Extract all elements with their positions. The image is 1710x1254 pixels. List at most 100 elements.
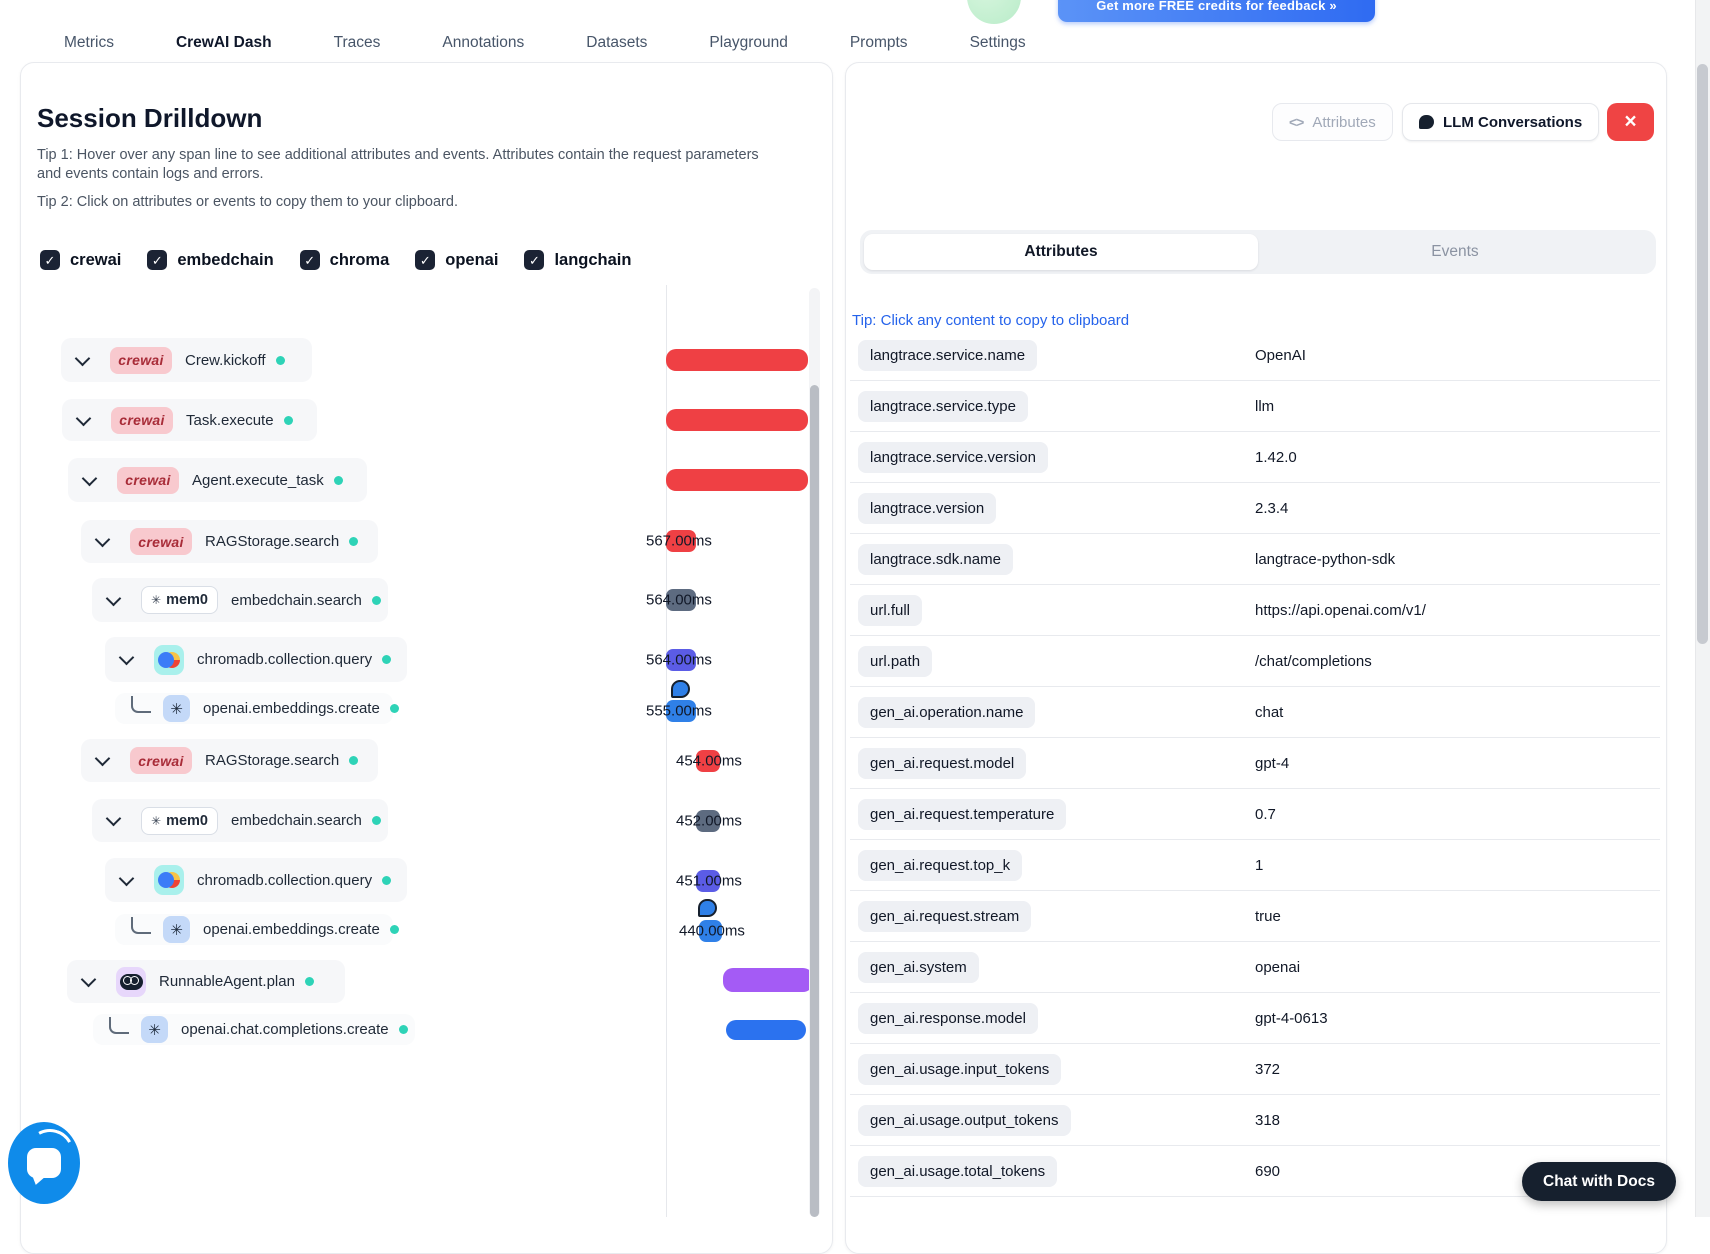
span-row[interactable]: chromadb.collection.query	[105, 637, 407, 682]
chevron-down-icon[interactable]	[80, 971, 97, 988]
span-duration-chip[interactable]	[666, 649, 696, 671]
tab-events[interactable]: Events	[1431, 243, 1479, 260]
get-credits-button[interactable]: Get more FREE credits for feedback »	[1058, 0, 1375, 22]
attribute-key[interactable]: langtrace.service.name	[858, 339, 1038, 371]
span-duration-chip[interactable]	[666, 530, 696, 552]
chevron-down-icon[interactable]	[94, 531, 111, 548]
attribute-value[interactable]: gpt-4-0613	[1255, 1009, 1328, 1027]
filter-crewai[interactable]: ✓ crewai	[40, 250, 121, 270]
attribute-key[interactable]: langtrace.service.type	[858, 390, 1028, 422]
chevron-down-icon[interactable]	[105, 810, 122, 827]
attribute-value[interactable]: langtrace-python-sdk	[1255, 550, 1396, 568]
span-duration-chip[interactable]	[696, 870, 720, 892]
attribute-value[interactable]: openai	[1255, 958, 1301, 976]
span-duration-chip[interactable]	[699, 920, 722, 942]
attribute-value[interactable]: gpt-4	[1255, 754, 1290, 772]
chat-widget-button[interactable]	[8, 1122, 80, 1204]
attribute-value[interactable]: 1	[1255, 856, 1264, 874]
attribute-value[interactable]: true	[1255, 907, 1281, 925]
tree-scrollbar-thumb[interactable]	[810, 385, 819, 1217]
chat-with-docs-button[interactable]: Chat with Docs	[1522, 1162, 1676, 1201]
llm-conversations-button[interactable]: LLM Conversations	[1402, 103, 1600, 141]
span-row[interactable]: crewai RAGStorage.search	[81, 739, 378, 782]
checkbox-langchain[interactable]: ✓	[524, 250, 545, 270]
attribute-value[interactable]: 1.42.0	[1255, 448, 1297, 466]
span-row[interactable]: crewai RAGStorage.search	[81, 520, 378, 563]
attribute-value[interactable]: 690	[1255, 1162, 1281, 1180]
nav-tab-prompts[interactable]: Prompts	[849, 34, 908, 51]
attribute-key[interactable]: gen_ai.usage.total_tokens	[858, 1155, 1058, 1187]
span-duration-bar[interactable]	[666, 469, 808, 491]
filter-chroma[interactable]: ✓ chroma	[299, 250, 389, 270]
nav-tab-settings[interactable]: Settings	[969, 34, 1026, 51]
span-row[interactable]: crewai Task.execute	[62, 399, 317, 441]
tab-attributes[interactable]: Attributes	[864, 234, 1258, 270]
attribute-key[interactable]: langtrace.service.version	[858, 441, 1048, 473]
chevron-down-icon[interactable]	[81, 470, 98, 486]
attribute-key[interactable]: langtrace.version	[858, 492, 997, 524]
chevron-down-icon[interactable]	[75, 410, 92, 426]
page-scrollbar-thumb[interactable]	[1697, 64, 1708, 644]
span-row[interactable]: ✳ openai.embeddings.create	[115, 914, 399, 945]
span-row[interactable]: ✳ openai.embeddings.create	[115, 693, 399, 724]
attribute-key[interactable]: gen_ai.usage.output_tokens	[858, 1104, 1071, 1136]
attribute-key[interactable]: gen_ai.request.model	[858, 747, 1027, 779]
span-row[interactable]: ✳ mem0 embedchain.search	[92, 578, 388, 622]
checkbox-chroma[interactable]: ✓	[299, 250, 320, 270]
status-dot	[371, 595, 381, 605]
attribute-value[interactable]: llm	[1255, 397, 1275, 415]
attribute-value[interactable]: 0.7	[1255, 805, 1276, 823]
span-duration-bar[interactable]	[723, 968, 813, 992]
attribute-key[interactable]: gen_ai.system	[858, 951, 979, 983]
chevron-down-icon[interactable]	[74, 350, 91, 366]
filter-langchain[interactable]: ✓ langchain	[524, 250, 631, 270]
attribute-value[interactable]: https://api.openai.com/v1/	[1255, 601, 1426, 619]
nav-tab-datasets[interactable]: Datasets	[586, 34, 648, 51]
span-duration-bar[interactable]	[726, 1020, 806, 1040]
chevron-down-icon[interactable]	[105, 590, 122, 606]
nav-tab-playground[interactable]: Playground	[709, 34, 788, 51]
span-duration-chip[interactable]	[666, 700, 696, 722]
attribute-value[interactable]: /chat/completions	[1255, 652, 1372, 670]
nav-tab-metrics[interactable]: Metrics	[64, 34, 114, 51]
attribute-key[interactable]: url.full	[858, 594, 923, 626]
span-row[interactable]: chromadb.collection.query	[105, 858, 407, 902]
chevron-down-icon[interactable]	[118, 870, 135, 886]
avatar[interactable]	[967, 0, 1021, 24]
span-row[interactable]: crewai Agent.execute_task	[68, 458, 367, 502]
chevron-down-icon[interactable]	[118, 649, 135, 666]
filter-openai[interactable]: ✓ openai	[415, 250, 498, 270]
attribute-value[interactable]: 372	[1255, 1060, 1281, 1078]
nav-tab-traces[interactable]: Traces	[333, 34, 381, 51]
span-row[interactable]: ✳ openai.chat.completions.create	[93, 1014, 415, 1045]
span-duration-chip[interactable]	[696, 750, 720, 772]
span-row[interactable]: ✳ mem0 embedchain.search	[92, 799, 388, 842]
checkbox-openai[interactable]: ✓	[415, 250, 436, 270]
attribute-key[interactable]: langtrace.sdk.name	[858, 543, 1013, 575]
attribute-key[interactable]: gen_ai.usage.input_tokens	[858, 1053, 1062, 1085]
span-row[interactable]: crewai Crew.kickoff	[61, 338, 312, 382]
span-row[interactable]: RunnableAgent.plan	[67, 960, 345, 1003]
close-button[interactable]: ×	[1607, 103, 1654, 141]
span-duration-bar[interactable]	[666, 349, 808, 371]
span-duration-chip[interactable]	[666, 589, 696, 611]
nav-tab-crewai-dash[interactable]: CrewAI Dash	[160, 34, 288, 69]
checkbox-embedchain[interactable]: ✓	[147, 250, 168, 270]
attribute-value[interactable]: OpenAI	[1255, 346, 1306, 364]
chevron-down-icon[interactable]	[94, 750, 111, 767]
attribute-key[interactable]: gen_ai.operation.name	[858, 696, 1036, 728]
nav-tab-annotations[interactable]: Annotations	[442, 34, 525, 51]
span-duration-chip[interactable]	[696, 810, 720, 832]
attribute-key[interactable]: gen_ai.request.stream	[858, 900, 1032, 932]
attribute-value[interactable]: 2.3.4	[1255, 499, 1289, 517]
attribute-value[interactable]: 318	[1255, 1111, 1281, 1129]
attribute-key[interactable]: gen_ai.request.top_k	[858, 849, 1023, 881]
attribute-key[interactable]: gen_ai.response.model	[858, 1002, 1038, 1034]
attribute-key[interactable]: url.path	[858, 645, 933, 677]
checkbox-crewai[interactable]: ✓	[40, 250, 60, 270]
attributes-view-button[interactable]: <> Attributes	[1272, 103, 1393, 141]
span-duration-bar[interactable]	[666, 409, 808, 431]
attribute-key[interactable]: gen_ai.request.temperature	[858, 798, 1067, 830]
attribute-value[interactable]: chat	[1255, 703, 1284, 721]
filter-embedchain[interactable]: ✓ embedchain	[147, 250, 274, 270]
